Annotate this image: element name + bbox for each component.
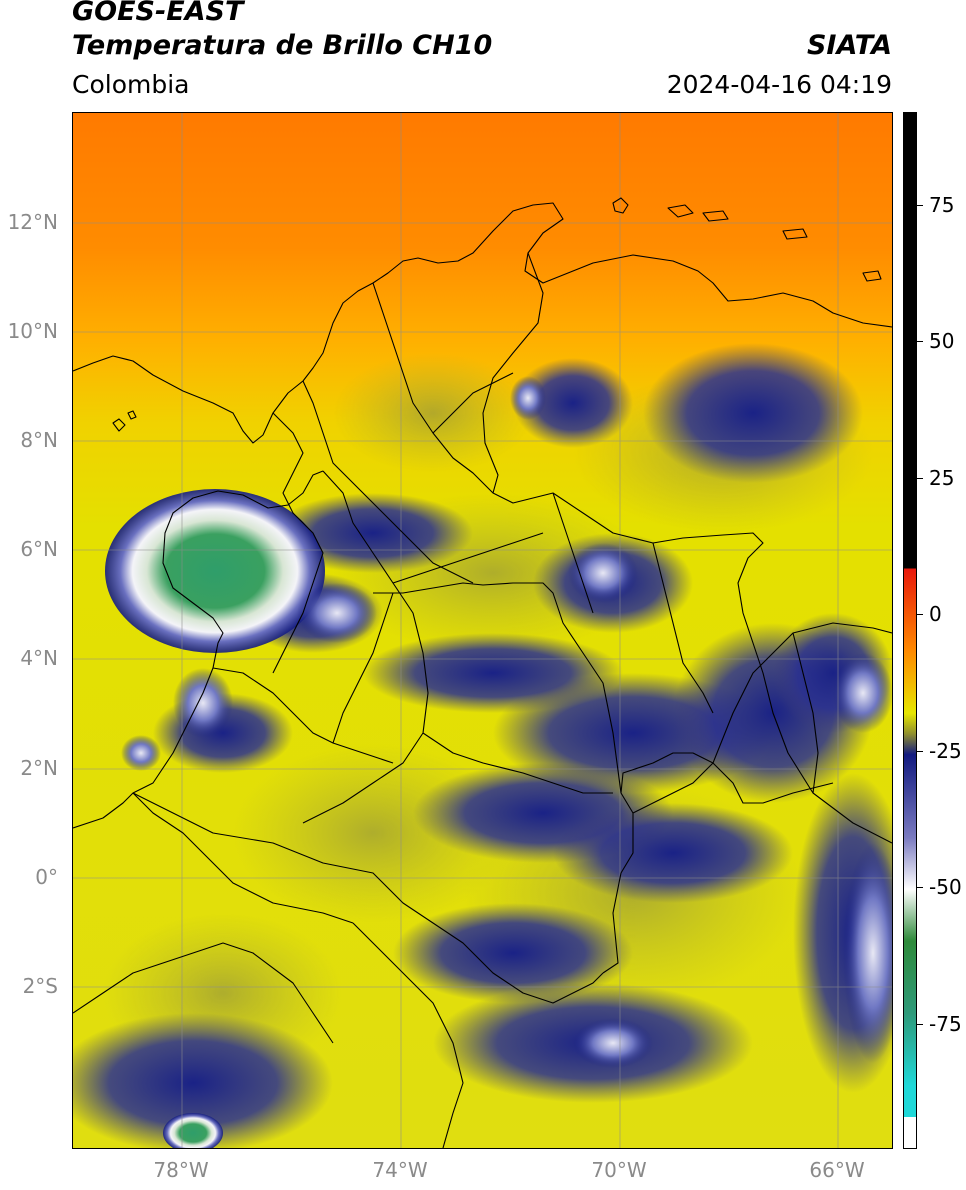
island-caribbean [862,270,882,282]
internal-department [302,380,474,584]
internal-department [302,470,429,824]
colorbar-tick [917,1024,923,1025]
cold-cloud-tops [105,376,892,1148]
lon-label: 74°W [372,1158,428,1182]
colorbar-label: 25 [929,466,955,490]
lat-label: 2°S [22,974,58,998]
border-colombia-south [132,792,604,1004]
boundaries [73,197,892,1148]
lat-label: 12°N [7,210,58,234]
internal-department [552,492,594,614]
island-caribbean [702,210,729,222]
border-brazil-venezuela [632,622,892,814]
colorbar-tick [917,205,923,206]
coastline-south [73,942,334,1044]
coastline-caribbean [73,202,892,444]
region-label: Colombia [72,70,190,99]
internal-department [272,412,324,674]
colorbar-label: -25 [929,739,962,763]
border-river [373,582,622,794]
island-sanandres [127,410,137,420]
colorbar-label: 75 [929,193,955,217]
colorbar-label: 50 [929,329,955,353]
lat-label: 6°N [20,537,58,561]
border-peru-brazil [602,752,834,974]
internal-department [372,282,494,494]
colorbar-label: -75 [929,1012,962,1036]
island-sanandres [112,418,126,432]
datetime-label: 2024-04-16 04:19 [666,70,892,99]
satellite-title: GOES-EAST [72,0,244,27]
lat-label: 2°N [20,756,58,780]
lat-label: 10°N [7,319,58,343]
lat-label: 0° [35,865,58,889]
internal-department [422,732,613,794]
colorbar-label: 0 [929,602,942,626]
island-caribbean [667,204,694,218]
lat-label: 8°N [20,428,58,452]
border-colombia-venezuela [482,252,892,844]
colorbar-label: -50 [929,875,962,899]
brand-label: SIATA [806,30,892,61]
colorbar-tick [917,478,923,479]
lon-label: 78°W [153,1158,209,1182]
internal-department [332,592,394,744]
coastline-pacific [73,470,324,829]
border-ecuador [132,792,354,924]
border-peru [352,922,464,1148]
product-title: Temperatura de Brillo CH10 [72,30,493,61]
island-caribbean [612,197,629,214]
colorbar-tick [917,887,923,888]
island-caribbean [782,228,808,240]
lon-label: 70°W [591,1158,647,1182]
internal-department [212,667,394,764]
colorbar [903,112,917,1149]
internal-department [432,372,514,434]
colorbar-tick [917,614,923,615]
satellite-map[interactable] [72,112,893,1149]
colorbar-tick [917,341,923,342]
internal-department [652,542,714,714]
lat-label: 4°N [20,646,58,670]
map-canvas [73,113,892,1148]
internal-department [392,532,544,584]
internal-department [792,632,819,794]
colorbar-tick [917,751,923,752]
lon-label: 66°W [809,1158,865,1182]
